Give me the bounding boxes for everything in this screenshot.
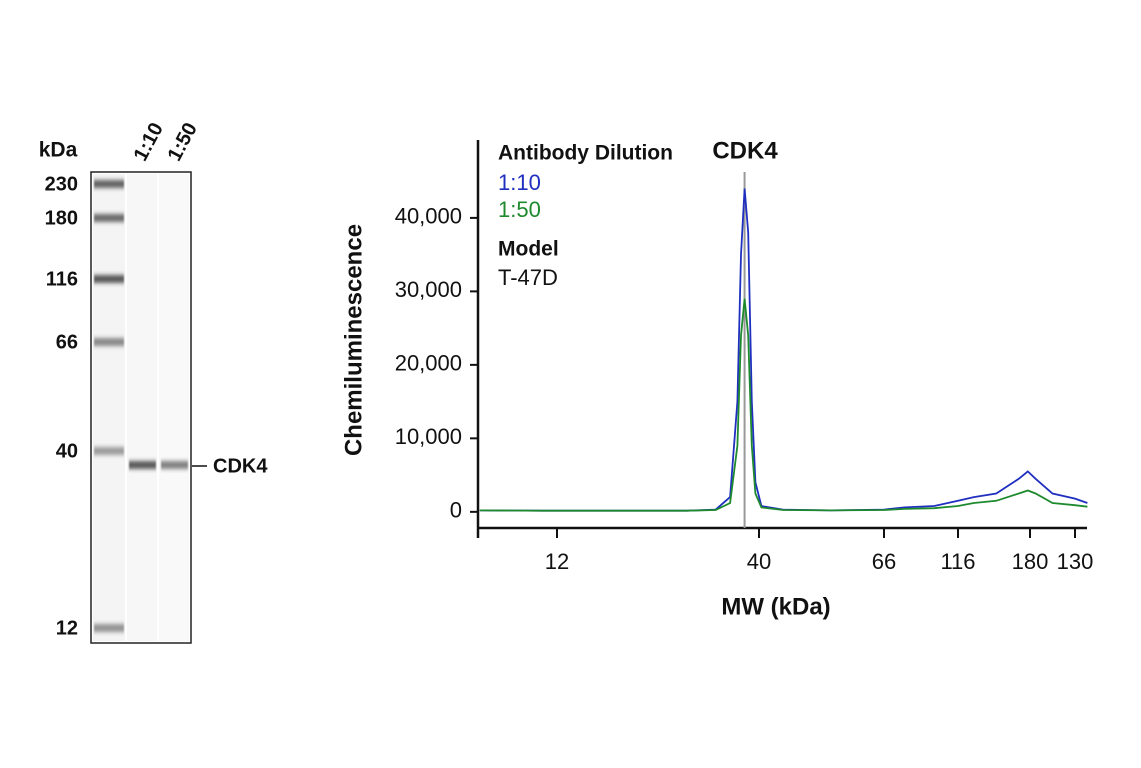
ladder-band <box>94 624 124 632</box>
x-axis-title: MW (kDa) <box>721 593 830 620</box>
ladder-band <box>94 338 124 346</box>
ladder-lane <box>93 174 125 641</box>
x-tick-label: 180 <box>1012 549 1049 574</box>
marker-label: 180 <box>45 207 78 229</box>
marker-label: 116 <box>46 268 78 290</box>
ladder-band <box>94 214 124 222</box>
legend-entry: 1:10 <box>498 170 541 195</box>
series-line <box>479 188 1088 512</box>
y-tick-label: 0 <box>450 498 462 523</box>
unit-label: kDa <box>39 139 78 162</box>
model-name: T-47D <box>498 265 558 290</box>
sample-band <box>161 461 188 469</box>
marker-label: 66 <box>56 331 78 353</box>
model-label: Model <box>498 238 559 261</box>
ladder-band <box>94 447 124 455</box>
y-tick-label: 20,000 <box>395 351 462 376</box>
marker-label: 12 <box>56 617 78 639</box>
x-tick-label: 12 <box>545 549 569 574</box>
marker-label: 40 <box>56 440 78 462</box>
peak-label: CDK4 <box>712 137 778 164</box>
legend-title: Antibody Dilution <box>498 142 673 165</box>
x-tick-label: 40 <box>747 549 771 574</box>
y-axis-title: Chemiluminescence <box>340 224 367 456</box>
ladder-band <box>94 275 124 283</box>
lane-label: 1:10 <box>130 119 168 165</box>
sample-lane <box>159 174 189 641</box>
x-tick-label: 66 <box>872 549 896 574</box>
sample-lane <box>127 174 157 641</box>
ladder-band <box>94 180 124 188</box>
x-tick-label: 130 <box>1057 549 1094 574</box>
lane-label: 1:50 <box>164 119 202 165</box>
y-tick-label: 40,000 <box>395 204 462 229</box>
band-label: CDK4 <box>213 455 268 477</box>
y-tick-label: 30,000 <box>395 277 462 302</box>
x-tick-label: 116 <box>940 549 975 574</box>
y-tick-label: 10,000 <box>395 424 462 449</box>
marker-label: 230 <box>45 173 78 195</box>
series-line <box>479 298 1088 512</box>
legend-entry: 1:50 <box>498 197 541 222</box>
sample-band <box>129 461 156 469</box>
